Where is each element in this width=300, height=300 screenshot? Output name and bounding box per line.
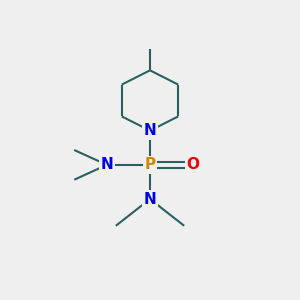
Text: N: N — [144, 123, 156, 138]
Text: O: O — [187, 158, 200, 172]
Text: N: N — [100, 158, 113, 172]
Text: N: N — [144, 191, 156, 206]
Text: P: P — [144, 158, 156, 172]
